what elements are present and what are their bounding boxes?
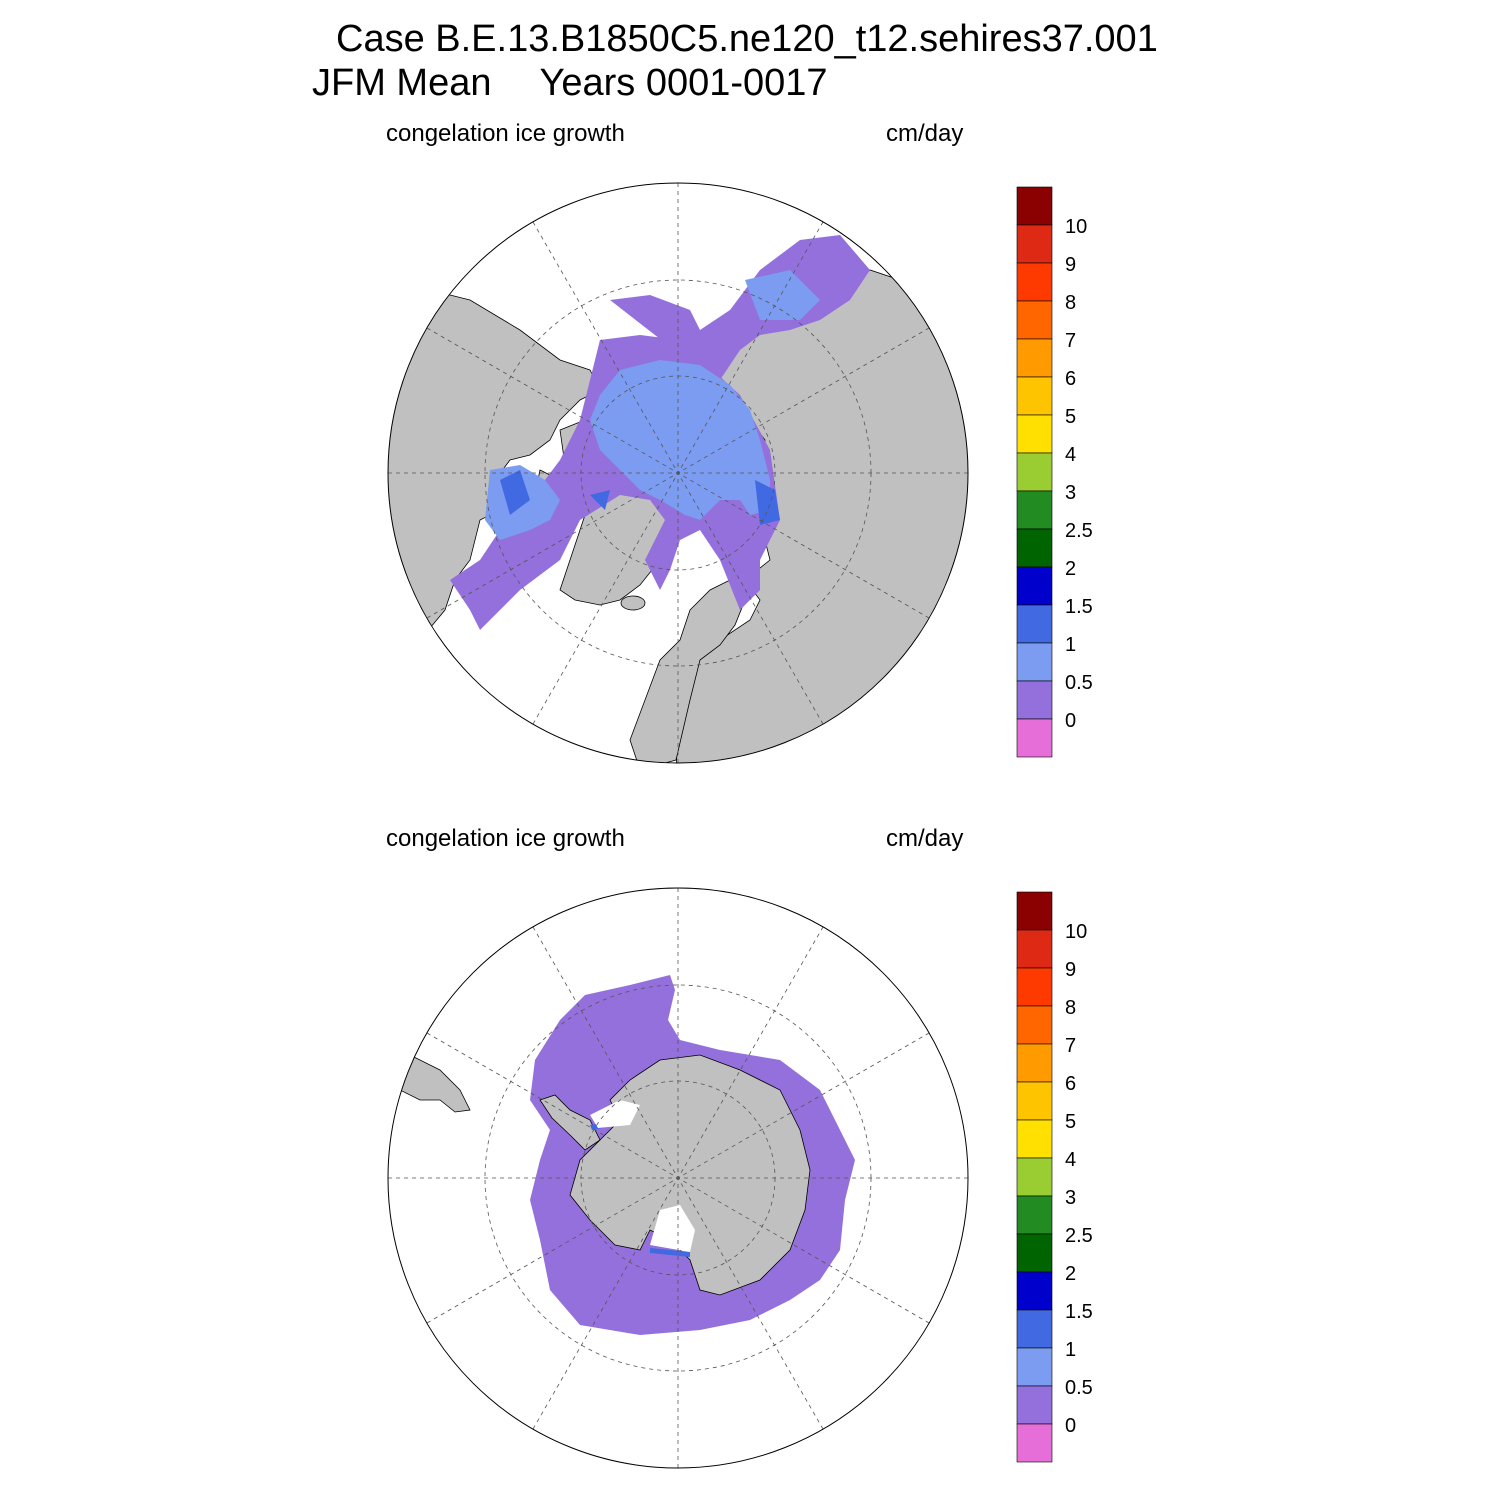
north-colorbar-tick-label: 1: [1065, 634, 1076, 656]
south-colorbar-tick-label: 6: [1065, 1073, 1076, 1095]
south-colorbar-box: [1016, 1043, 1053, 1083]
north-colorbar: 0 0.5 1 1.5 2 2.5 3 4 5 6 7 8 9 10: [1016, 186, 1093, 758]
south-colorbar-box: [1016, 891, 1053, 931]
south-map-border: [387, 887, 969, 1469]
north-colorbar-box: [1016, 642, 1053, 682]
north-colorbar-tick-label: 7: [1065, 330, 1076, 352]
south-colorbar-box: [1016, 1347, 1053, 1387]
south-colorbar-box: [1016, 1005, 1053, 1045]
north-colorbar-tick-label: 3: [1065, 482, 1076, 504]
north-colorbar-tick-label: 0: [1065, 710, 1076, 732]
north-colorbar-box: [1016, 528, 1053, 568]
south-colorbar-tick-label: 4: [1065, 1149, 1076, 1171]
north-ice-lightblue: [485, 270, 820, 540]
south-colorbar-tick-label: 1.5: [1065, 1301, 1093, 1323]
south-colorbar-box: [1016, 1309, 1053, 1349]
south-colorbar-box: [1016, 1423, 1053, 1463]
south-graticule: [388, 888, 968, 1468]
south-colorbar-tick-label: 8: [1065, 997, 1076, 1019]
north-colorbar-box: [1016, 300, 1053, 340]
south-colorbar-tick-label: 1: [1065, 1339, 1076, 1361]
south-colorbar-box: [1016, 1157, 1053, 1197]
south-colorbar-tick-label: 2: [1065, 1263, 1076, 1285]
south-colorbar-tick-label: 5: [1065, 1111, 1076, 1133]
north-colorbar-tick-label: 8: [1065, 292, 1076, 314]
north-colorbar-box: [1016, 414, 1053, 454]
south-colorbar-tick-label: 9: [1065, 959, 1076, 981]
south-polar-map: [387, 887, 969, 1469]
figure-title: Case B.E.13.B1850C5.ne120_t12.sehires37.…: [336, 18, 1158, 60]
north-colorbar-tick-label: 1.5: [1065, 596, 1093, 618]
north-colorbar-box: [1016, 604, 1053, 644]
south-colorbar-box: [1016, 929, 1053, 969]
north-colorbar-box: [1016, 186, 1053, 226]
north-colorbar-tick-label: 10: [1065, 216, 1087, 238]
north-colorbar-tick-label: 5: [1065, 406, 1076, 428]
north-colorbar-tick-label: 2: [1065, 558, 1076, 580]
north-colorbar-box: [1016, 680, 1053, 720]
south-land-peninsula: [539, 1094, 601, 1151]
years-label: Years 0001-0017: [539, 62, 828, 104]
figure-subtitle: JFM Mean Years 0001-0017: [312, 62, 828, 105]
north-colorbar-tick-label: 9: [1065, 254, 1076, 276]
south-colorbar-tick-label: 7: [1065, 1035, 1076, 1057]
north-units-label: cm/day: [886, 120, 964, 147]
south-colorbar-box: [1016, 1233, 1053, 1273]
south-colorbar-box: [1016, 1195, 1053, 1235]
south-ice-shelf-weddell: [590, 1100, 640, 1128]
south-colorbar-tick-label: 0: [1065, 1415, 1076, 1437]
south-units-label: cm/day: [886, 825, 964, 852]
north-colorbar-box: [1016, 338, 1053, 378]
south-left-label: congelation ice growth: [386, 825, 625, 852]
north-colorbar-tick-label: 4: [1065, 444, 1076, 466]
season-label: JFM Mean: [312, 62, 492, 104]
south-ice-shelf-ross: [650, 1205, 695, 1252]
north-colorbar-tick-label: 6: [1065, 368, 1076, 390]
north-colorbar-tick-label: 0.5: [1065, 672, 1093, 694]
north-polar-map: [387, 182, 969, 764]
south-colorbar-tick-label: 3: [1065, 1187, 1076, 1209]
south-colorbar-tick-label: 0.5: [1065, 1377, 1093, 1399]
north-land-iceland: [620, 595, 646, 611]
south-colorbar-box: [1016, 1119, 1053, 1159]
north-colorbar-box: [1016, 224, 1053, 264]
north-left-label: congelation ice growth: [386, 120, 625, 147]
south-colorbar-tick-label: 2.5: [1065, 1225, 1093, 1247]
north-graticule: [388, 183, 968, 763]
north-colorbar-box: [1016, 376, 1053, 416]
south-colorbar: 0 0.5 1 1.5 2 2.5 3 4 5 6 7 8 9 10: [1016, 891, 1093, 1463]
north-colorbar-box: [1016, 490, 1053, 530]
south-colorbar-tick-label: 10: [1065, 921, 1087, 943]
south-colorbar-box: [1016, 1081, 1053, 1121]
north-colorbar-box: [1016, 718, 1053, 758]
north-map-border: [387, 182, 969, 764]
south-colorbar-box: [1016, 1271, 1053, 1311]
north-colorbar-box: [1016, 566, 1053, 606]
north-colorbar-box: [1016, 452, 1053, 492]
south-colorbar-box: [1016, 1385, 1053, 1425]
north-colorbar-box: [1016, 262, 1053, 302]
south-colorbar-box: [1016, 967, 1053, 1007]
north-colorbar-tick-label: 2.5: [1065, 520, 1093, 542]
